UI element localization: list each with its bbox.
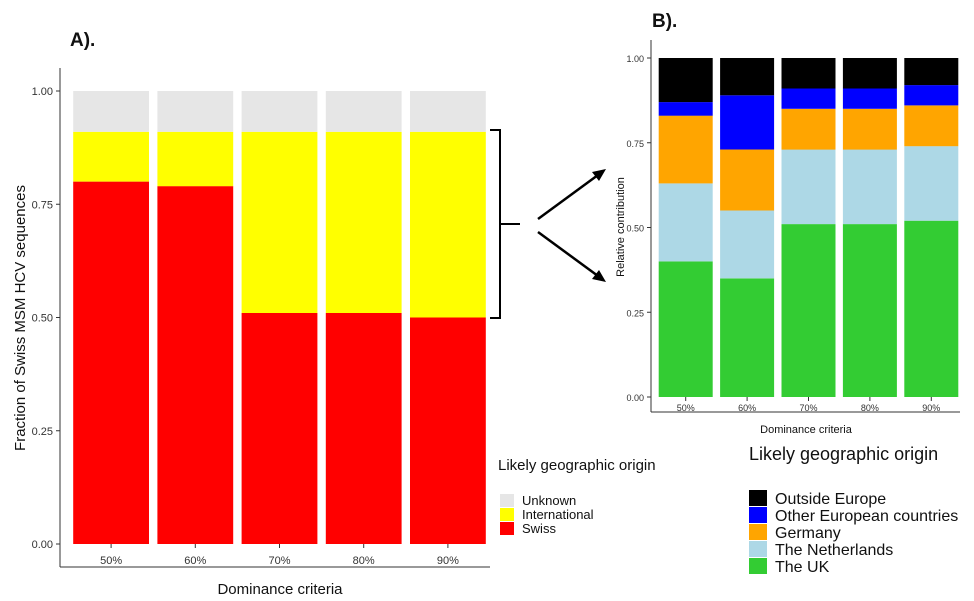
a-bar-unknown-90 (410, 91, 486, 132)
a-bar-unknown-50 (73, 91, 149, 132)
a-y-tick-label: 1.00 (32, 86, 53, 98)
a-bar-international-70 (241, 131, 318, 313)
a-bar-unknown-70 (241, 91, 318, 132)
b-bar-the-uk-70 (781, 224, 836, 397)
chart-b-bars (658, 58, 959, 397)
b-bar-the-netherlands-50 (658, 183, 713, 262)
b-y-tick-label: 0.00 (626, 393, 644, 403)
a-bar-international-90 (410, 131, 486, 318)
b-bar-other-european-countries-90 (904, 85, 959, 106)
a-x-tick-label: 70% (268, 555, 290, 567)
a-y-tick-label: 0.75 (32, 199, 53, 211)
a-y-tick-label: 0.50 (32, 313, 53, 325)
chart-b-y-axis-title: Relative contribution (615, 177, 627, 277)
b-bar-other-european-countries-50 (658, 102, 713, 116)
chart-a-legend: Likely geographic origin UnknownInternat… (498, 457, 656, 536)
a-bar-international-50 (73, 131, 149, 182)
chart-b-legend-swatch-other-european-countries (749, 507, 767, 523)
chart-a-legend-swatch-unknown (500, 494, 514, 507)
b-y-tick-label: 1.00 (626, 54, 644, 64)
b-y-tick-label: 0.25 (626, 308, 644, 318)
chart-b-legend-swatch-the-netherlands (749, 541, 767, 557)
b-bar-other-european-countries-80 (842, 88, 897, 109)
b-y-tick-label: 0.50 (626, 224, 644, 234)
a-bar-swiss-80 (325, 313, 402, 544)
chart-b-legend-swatch-the-uk (749, 558, 767, 574)
chart-b-legend-swatch-germany (749, 524, 767, 540)
chart-b-legend-swatch-outside-europe (749, 490, 767, 506)
b-bar-the-uk-50 (658, 261, 713, 397)
chart-b-legend-title: Likely geographic origin (749, 444, 938, 464)
a-x-tick-label: 60% (184, 555, 206, 567)
chart-a-legend-label-swiss: Swiss (522, 521, 556, 536)
chart-b-x-ticks: 50% 60% 70% 80% 90% (677, 397, 940, 413)
b-bar-germany-80 (842, 108, 897, 150)
b-x-tick-label: 80% (861, 403, 879, 413)
b-bar-the-netherlands-90 (904, 146, 959, 221)
b-bar-the-uk-80 (842, 224, 897, 397)
chart-a-legend-swatch-international (500, 508, 514, 521)
b-bar-germany-50 (658, 115, 713, 184)
chart-a-legend-label-international: International (522, 507, 594, 522)
bracket-annotation (490, 129, 520, 319)
chart-a-x-ticks: 50% 60% 70% 80% 90% (100, 544, 459, 567)
chart-b-legend-label-the-uk: The UK (775, 559, 830, 576)
b-y-tick-label: 0.75 (626, 139, 644, 149)
chart-b: 0.00 0.25 0.50 0.75 1.00 50% 60% 70% 80% 90% Dom… (615, 40, 960, 576)
chart-a-legend-title: Likely geographic origin (498, 457, 656, 474)
chart-b-legend: Likely geographic origin Outside EuropeO… (749, 444, 958, 576)
arrow-down-icon (537, 230, 606, 282)
chart-b-legend-label-the-netherlands: The Netherlands (775, 542, 893, 559)
b-x-tick-label: 60% (738, 403, 756, 413)
b-bar-other-european-countries-70 (781, 88, 836, 109)
a-bar-international-60 (157, 131, 234, 187)
chart-a-legend-swatch-swiss (500, 522, 514, 535)
a-bar-swiss-60 (157, 186, 234, 544)
chart-b-legend-label-other-european-countries: Other European countries (775, 508, 958, 525)
panel-label-b: B). (652, 11, 677, 32)
a-x-tick-label: 80% (353, 555, 375, 567)
arrow-up-icon (537, 169, 606, 221)
chart-b-x-axis-title: Dominance criteria (760, 424, 853, 436)
b-bar-the-uk-60 (720, 278, 775, 397)
chart-a-y-axis-title: Fraction of Swiss MSM HCV sequences (12, 185, 29, 451)
b-x-tick-label: 50% (677, 403, 695, 413)
a-x-tick-label: 90% (437, 555, 459, 567)
chart-a-bars (73, 91, 486, 544)
b-bar-outside-europe-70 (781, 58, 836, 89)
chart-a: 0.00 0.25 0.50 0.75 1.00 50% 60% 70% 80% 90% Dom… (12, 68, 656, 598)
b-bar-the-netherlands-80 (842, 149, 897, 225)
b-bar-germany-70 (781, 108, 836, 150)
a-bar-unknown-60 (157, 91, 234, 132)
a-bar-unknown-80 (325, 91, 402, 132)
b-x-tick-label: 70% (799, 403, 817, 413)
a-bar-swiss-70 (241, 313, 318, 544)
b-bar-germany-60 (720, 149, 775, 211)
a-y-tick-label: 0.25 (32, 426, 53, 438)
b-bar-outside-europe-60 (720, 58, 775, 96)
b-x-tick-label: 90% (922, 403, 940, 413)
chart-b-legend-label-outside-europe: Outside Europe (775, 491, 886, 508)
chart-b-y-ticks: 0.00 0.25 0.50 0.75 1.00 (626, 54, 651, 403)
chart-a-y-ticks: 0.00 0.25 0.50 0.75 1.00 (32, 86, 60, 551)
a-y-tick-label: 0.00 (32, 539, 53, 551)
b-bar-other-european-countries-60 (720, 95, 775, 150)
a-x-tick-label: 50% (100, 555, 122, 567)
a-bar-international-80 (325, 131, 402, 313)
b-bar-the-netherlands-70 (781, 149, 836, 225)
b-bar-outside-europe-50 (658, 58, 713, 103)
chart-a-x-axis-title: Dominance criteria (217, 581, 343, 598)
a-bar-swiss-90 (410, 317, 486, 544)
panel-label-a: A). (70, 30, 95, 51)
b-bar-outside-europe-90 (904, 58, 959, 86)
b-bar-the-uk-90 (904, 220, 959, 397)
b-bar-outside-europe-80 (842, 58, 897, 89)
chart-a-legend-label-unknown: Unknown (522, 493, 576, 508)
chart-b-legend-label-germany: Germany (775, 525, 841, 542)
b-bar-the-netherlands-60 (720, 210, 775, 279)
a-bar-swiss-50 (73, 181, 149, 544)
b-bar-germany-90 (904, 105, 959, 147)
